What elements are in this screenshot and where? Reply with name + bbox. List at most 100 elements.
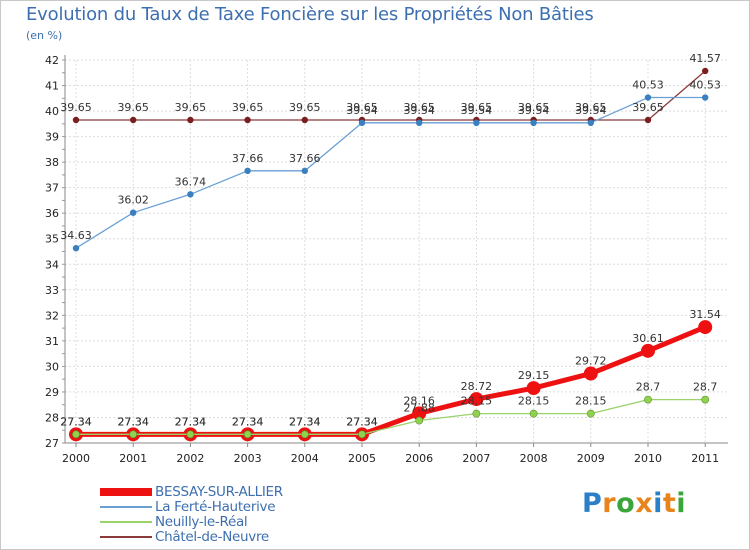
data-label: 27.88 [403, 402, 435, 415]
x-tick-label: 2011 [691, 452, 719, 465]
data-label: 39.65 [117, 101, 149, 114]
data-label: 27.34 [60, 415, 92, 428]
data-point [702, 94, 709, 101]
legend-label: BESSAY-SUR-ALLIER [155, 484, 283, 500]
logo-letter: r [602, 488, 617, 519]
data-label: 39.54 [518, 104, 550, 117]
data-point [301, 167, 308, 175]
data-point [583, 366, 598, 381]
y-tick-label: 36 [45, 207, 59, 220]
y-tick-label: 39 [45, 131, 59, 144]
series-line-2 [76, 398, 706, 435]
data-point [641, 343, 655, 358]
x-tick-label: 2008 [520, 452, 548, 465]
logo-letter: o [616, 488, 636, 519]
legend-label: Neuilly-le-Réal [155, 514, 248, 530]
data-point [72, 116, 80, 124]
data-point [644, 116, 652, 124]
data-point [130, 209, 137, 216]
legend-label: La Ferté-Hauterive [155, 499, 276, 515]
x-tick-label: 2010 [634, 452, 662, 465]
data-point [644, 395, 652, 404]
data-point [187, 191, 194, 198]
proxiti-logo: Proxiti [582, 488, 686, 519]
data-label: 39.65 [632, 101, 664, 114]
data-point [416, 119, 423, 127]
data-label: 37.66 [289, 152, 321, 165]
logo-letter: t [662, 488, 677, 519]
data-label: 27.34 [175, 415, 207, 428]
data-point [244, 116, 251, 124]
y-tick-label: 29 [45, 386, 59, 399]
data-point [415, 416, 424, 425]
data-label: 31.54 [689, 308, 721, 321]
data-label: 27.34 [117, 415, 149, 428]
chart-title: Evolution du Taux de Taxe Foncière sur l… [26, 4, 594, 25]
data-label: 40.53 [689, 79, 721, 92]
logo-letter: P [582, 488, 603, 519]
data-point [300, 430, 309, 439]
legend-item: La Ferté-Hauterive [100, 499, 360, 515]
data-point [244, 167, 251, 175]
data-point [698, 320, 713, 335]
x-tick-label: 2005 [348, 452, 376, 465]
legend-swatch [100, 488, 152, 496]
data-label: 39.65 [60, 101, 92, 114]
data-point [530, 119, 537, 127]
data-label: 27.34 [346, 415, 378, 428]
data-label: 36.02 [117, 194, 149, 207]
data-point [469, 392, 484, 407]
y-tick-label: 28 [45, 411, 59, 424]
data-point [187, 116, 194, 124]
x-tick-label: 2006 [405, 452, 433, 465]
data-label: 28.7 [693, 381, 718, 394]
y-tick-label: 34 [45, 258, 59, 271]
data-label: 29.72 [575, 355, 607, 368]
data-point [587, 119, 594, 127]
legend-item: Neuilly-le-Réal [100, 514, 360, 530]
data-point [186, 430, 195, 439]
x-tick-label: 2001 [119, 452, 147, 465]
logo-letter: i [676, 488, 687, 519]
data-point [701, 395, 710, 404]
data-point [529, 409, 538, 418]
data-label: 28.16 [403, 394, 435, 407]
data-label: 39.65 [575, 101, 607, 114]
data-label: 27.34 [117, 415, 149, 428]
data-label: 39.54 [403, 104, 435, 117]
y-tick-label: 32 [45, 309, 59, 322]
data-label: 27.34 [232, 415, 264, 428]
data-label: 27.34 [346, 415, 378, 428]
chart-unit-label: (en %) [26, 29, 63, 42]
data-point [72, 244, 80, 252]
data-label: 28.15 [518, 395, 550, 408]
y-tick-label: 27 [45, 437, 59, 450]
legend-swatch [100, 506, 152, 508]
data-label: 39.65 [403, 101, 435, 114]
legend-item: Châtel-de-Neuvre [100, 529, 360, 545]
legend-swatch [100, 521, 152, 523]
data-label: 41.57 [689, 52, 721, 65]
data-point [358, 430, 366, 439]
data-label: 40.53 [632, 79, 664, 92]
series-line-3 [76, 70, 706, 121]
logo-letter: i [653, 488, 663, 519]
data-label: 39.65 [175, 101, 207, 114]
data-label: 39.54 [346, 104, 378, 117]
data-label: 39.54 [575, 104, 607, 117]
data-point [243, 430, 252, 439]
y-tick-label: 41 [45, 80, 59, 93]
data-point [473, 119, 480, 127]
y-tick-label: 42 [45, 54, 59, 67]
data-label: 27.34 [289, 415, 321, 428]
data-label: 28.72 [461, 380, 493, 393]
data-point [412, 406, 427, 421]
x-tick-label: 2004 [291, 452, 319, 465]
data-point [702, 67, 709, 75]
x-tick-label: 2009 [577, 452, 605, 465]
y-tick-label: 30 [45, 360, 59, 373]
x-tick-label: 2007 [462, 452, 490, 465]
logo-letter: x [635, 488, 654, 519]
y-tick-label: 35 [45, 233, 59, 246]
series-line-1 [75, 96, 706, 249]
